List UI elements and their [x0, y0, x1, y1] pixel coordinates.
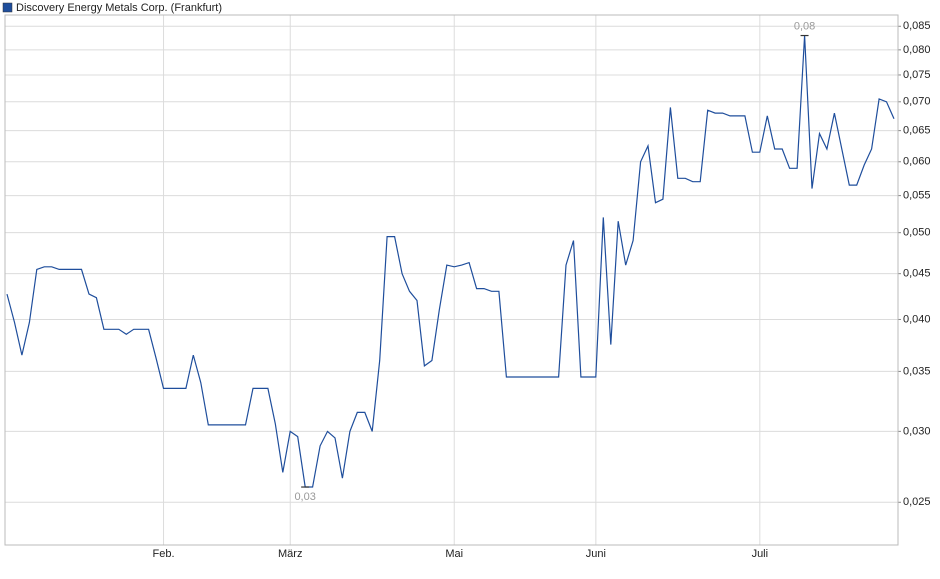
y-tick-label: 0,045	[903, 268, 931, 280]
x-tick-label: Juni	[586, 548, 606, 560]
y-tick-label: 0,075	[903, 69, 931, 81]
legend-swatch	[2, 2, 13, 13]
y-tick-label: 0,065	[903, 125, 931, 137]
price-line	[6, 35, 895, 488]
y-tick-label: 0,030	[903, 425, 931, 437]
y-tick-label: 0,070	[903, 96, 931, 108]
y-tick-label: 0,035	[903, 365, 931, 377]
y-tick-label: 0,040	[903, 313, 931, 325]
y-tick-label: 0,055	[903, 190, 931, 202]
y-tick-label: 0,050	[903, 227, 931, 239]
x-tick-label: Feb.	[153, 548, 175, 560]
plot-frame	[4, 14, 899, 546]
x-tick-label: Juli	[752, 548, 769, 560]
legend-label: Discovery Energy Metals Corp. (Frankfurt…	[16, 2, 222, 14]
y-tick-label: 0,080	[903, 44, 931, 56]
x-tick-label: März	[278, 548, 302, 560]
y-tick-label: 0,025	[903, 496, 931, 508]
x-tick-label: Mai	[445, 548, 463, 560]
y-tick-label: 0,060	[903, 156, 931, 168]
extreme-label: 0,08	[794, 20, 815, 32]
y-tick-label: 0,085	[903, 20, 931, 32]
extreme-label: 0,03	[294, 491, 315, 503]
